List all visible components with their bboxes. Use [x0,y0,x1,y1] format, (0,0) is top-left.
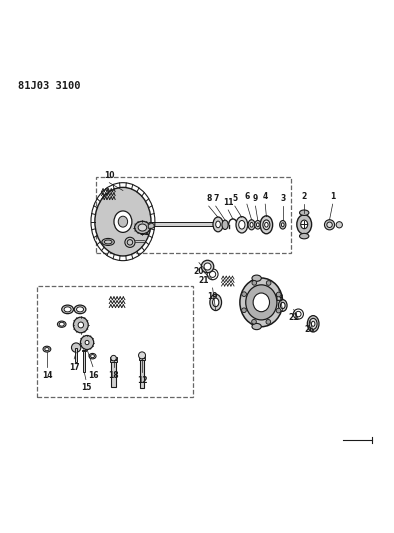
Circle shape [204,263,211,270]
Ellipse shape [236,216,248,233]
Text: 15: 15 [81,383,91,392]
Text: 1: 1 [330,192,335,201]
Ellipse shape [114,211,132,232]
Text: 18: 18 [108,370,119,379]
Ellipse shape [59,322,64,326]
Ellipse shape [253,293,269,312]
Text: 81J03 3100: 81J03 3100 [18,82,80,91]
Circle shape [111,356,116,361]
Text: 20: 20 [305,325,315,334]
Ellipse shape [78,322,84,328]
Text: 9: 9 [253,194,258,203]
Ellipse shape [265,222,268,227]
Ellipse shape [62,305,73,313]
Text: 12: 12 [137,376,147,385]
Ellipse shape [299,233,309,239]
Ellipse shape [256,223,259,227]
Ellipse shape [299,210,309,215]
Text: 11: 11 [223,198,233,207]
Text: 14: 14 [42,370,52,379]
Ellipse shape [45,348,49,351]
Text: 8: 8 [206,194,212,203]
Ellipse shape [281,223,284,227]
Circle shape [325,220,335,230]
Ellipse shape [297,215,312,234]
Bar [110,360,117,362]
Ellipse shape [74,305,86,313]
Bar [139,358,145,360]
Circle shape [327,222,332,228]
Ellipse shape [246,285,277,320]
Ellipse shape [260,216,273,234]
Circle shape [266,281,271,285]
Text: 17: 17 [69,363,80,372]
Ellipse shape [135,221,150,234]
Ellipse shape [216,221,220,228]
Circle shape [336,222,342,228]
Ellipse shape [279,300,287,311]
Ellipse shape [64,307,71,312]
Text: 4: 4 [262,192,268,201]
Circle shape [252,319,256,324]
Ellipse shape [263,220,270,230]
Circle shape [252,280,256,285]
Ellipse shape [311,321,315,326]
Ellipse shape [118,216,128,227]
Ellipse shape [240,278,283,327]
Text: 6: 6 [244,192,249,201]
Bar [139,355,145,357]
Ellipse shape [73,317,88,333]
Ellipse shape [250,222,253,227]
Ellipse shape [43,346,51,352]
Text: 2: 2 [301,192,307,201]
Text: 16: 16 [87,370,98,379]
Text: 19: 19 [207,292,218,301]
Text: 10: 10 [104,171,115,180]
Ellipse shape [58,321,66,327]
Text: 3: 3 [280,194,285,203]
Ellipse shape [95,188,151,256]
Text: 21: 21 [288,313,299,322]
Ellipse shape [281,302,285,309]
Ellipse shape [213,298,219,306]
Circle shape [242,308,246,312]
Ellipse shape [252,324,261,329]
Ellipse shape [210,294,221,311]
Bar [110,357,117,359]
Bar [149,222,215,226]
Text: 5: 5 [232,194,237,203]
Ellipse shape [239,221,245,229]
Ellipse shape [255,221,261,229]
Ellipse shape [280,221,286,229]
Text: 21: 21 [199,276,209,285]
Ellipse shape [213,217,223,232]
Ellipse shape [80,335,94,350]
Ellipse shape [85,341,89,345]
Ellipse shape [301,220,308,229]
Circle shape [276,308,281,313]
Circle shape [71,343,81,352]
Circle shape [139,352,145,359]
Circle shape [276,292,281,297]
Text: 20: 20 [194,266,204,276]
Ellipse shape [138,224,147,231]
Polygon shape [148,223,154,228]
Text: 21: 21 [139,228,150,237]
Ellipse shape [248,220,255,230]
Ellipse shape [76,307,84,312]
Circle shape [201,260,214,273]
Bar [75,348,77,362]
Bar [83,350,85,372]
Ellipse shape [222,220,228,230]
Ellipse shape [252,275,261,281]
Bar [111,358,116,387]
Text: 7: 7 [213,194,218,203]
Bar [82,350,86,351]
Ellipse shape [307,316,319,332]
Bar [141,355,143,388]
Ellipse shape [309,318,317,329]
Text: 13: 13 [273,294,284,303]
Circle shape [266,320,271,324]
Circle shape [242,292,246,296]
